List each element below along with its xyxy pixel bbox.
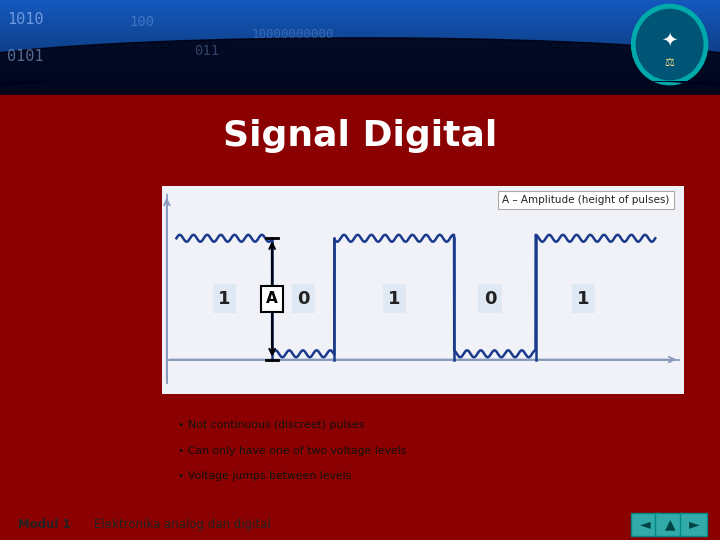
Text: 011: 011 xyxy=(194,44,220,58)
Text: ✦: ✦ xyxy=(662,31,678,50)
Polygon shape xyxy=(0,73,720,100)
Text: 0: 0 xyxy=(297,290,310,308)
Text: • Can only have one of two voltage levels: • Can only have one of two voltage level… xyxy=(179,446,407,456)
FancyBboxPatch shape xyxy=(680,512,706,536)
Text: 1: 1 xyxy=(218,290,230,308)
Text: 1: 1 xyxy=(577,290,590,308)
Text: 0101: 0101 xyxy=(7,50,44,64)
Text: Modul 1: Modul 1 xyxy=(18,518,71,531)
Text: 0: 0 xyxy=(484,290,496,308)
Text: ►: ► xyxy=(689,517,700,531)
Text: 100: 100 xyxy=(130,16,155,30)
Text: A – Amplitude (height of pulses): A – Amplitude (height of pulses) xyxy=(503,195,670,205)
Text: Signal Digital: Signal Digital xyxy=(223,119,497,153)
Circle shape xyxy=(636,9,703,80)
Text: • Not continuous (discreet) pulses: • Not continuous (discreet) pulses xyxy=(179,420,365,430)
Text: Elektronika analog dan digital: Elektronika analog dan digital xyxy=(94,518,271,531)
Circle shape xyxy=(631,4,708,85)
Text: • Voltage jumps between levels: • Voltage jumps between levels xyxy=(179,471,351,482)
FancyBboxPatch shape xyxy=(631,512,657,536)
Polygon shape xyxy=(0,38,720,94)
Text: ▲: ▲ xyxy=(665,517,675,531)
Text: 1010: 1010 xyxy=(7,12,44,26)
Text: ◄: ◄ xyxy=(640,517,651,531)
Text: ⚖: ⚖ xyxy=(665,58,675,68)
Text: A: A xyxy=(266,292,278,306)
Text: 1: 1 xyxy=(388,290,400,308)
FancyBboxPatch shape xyxy=(655,512,682,536)
Text: 10000000000: 10000000000 xyxy=(252,28,335,41)
